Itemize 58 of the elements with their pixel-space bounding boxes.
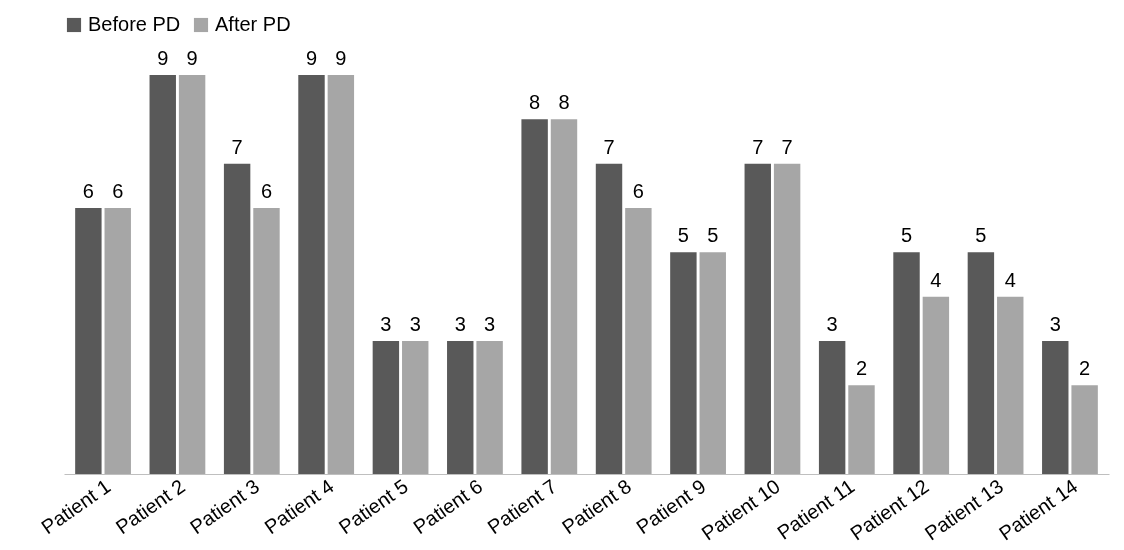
bar (967, 252, 995, 474)
data-label: 4 (930, 268, 942, 291)
bar (223, 163, 251, 474)
bar (476, 341, 503, 474)
data-label: 9 (186, 47, 198, 69)
bar (922, 296, 950, 474)
data-label: 5 (677, 224, 689, 247)
bar (818, 341, 846, 474)
data-label: 4 (1004, 268, 1016, 291)
bar (327, 75, 355, 474)
bar (773, 163, 801, 474)
bar (1071, 385, 1098, 474)
bar (997, 296, 1024, 474)
bar (75, 208, 102, 474)
data-label: 3 (826, 313, 838, 335)
bar (298, 75, 325, 474)
legend-label: After PD (215, 13, 291, 35)
bar (670, 252, 697, 474)
bar (253, 208, 280, 474)
data-label: 5 (900, 224, 913, 247)
bar (447, 341, 474, 474)
bar (848, 385, 875, 474)
data-label: 6 (260, 180, 273, 202)
data-label: 7 (752, 135, 764, 158)
bar (625, 208, 652, 474)
data-label: 2 (855, 357, 868, 380)
bar (178, 75, 206, 474)
data-label: 7 (231, 135, 243, 158)
data-label: 9 (305, 47, 318, 69)
data-label: 7 (603, 135, 615, 158)
bar (402, 341, 429, 474)
data-label: 3 (409, 313, 421, 335)
data-label: 9 (157, 47, 169, 69)
data-label: 2 (1079, 357, 1091, 380)
bar (550, 119, 578, 474)
data-label: 9 (335, 47, 347, 69)
data-label: 6 (82, 180, 94, 202)
data-label: 6 (632, 180, 644, 202)
data-label: 3 (380, 313, 392, 335)
data-label: 5 (707, 224, 719, 247)
bar (1042, 341, 1069, 474)
data-label: 8 (558, 91, 570, 114)
data-label: 3 (454, 313, 466, 335)
data-label: 7 (781, 135, 793, 158)
bar (521, 119, 548, 474)
bar (744, 163, 771, 474)
bar (595, 163, 623, 474)
bar (699, 252, 726, 474)
data-label: 6 (112, 180, 124, 202)
data-label: 3 (1049, 313, 1061, 335)
bar (149, 75, 176, 474)
legend-label: Before PD (88, 13, 181, 35)
data-label: 3 (484, 313, 496, 335)
data-label: 5 (975, 224, 987, 247)
bar (372, 341, 400, 474)
bar (104, 208, 131, 474)
bar (893, 252, 920, 474)
data-label: 8 (529, 91, 541, 114)
